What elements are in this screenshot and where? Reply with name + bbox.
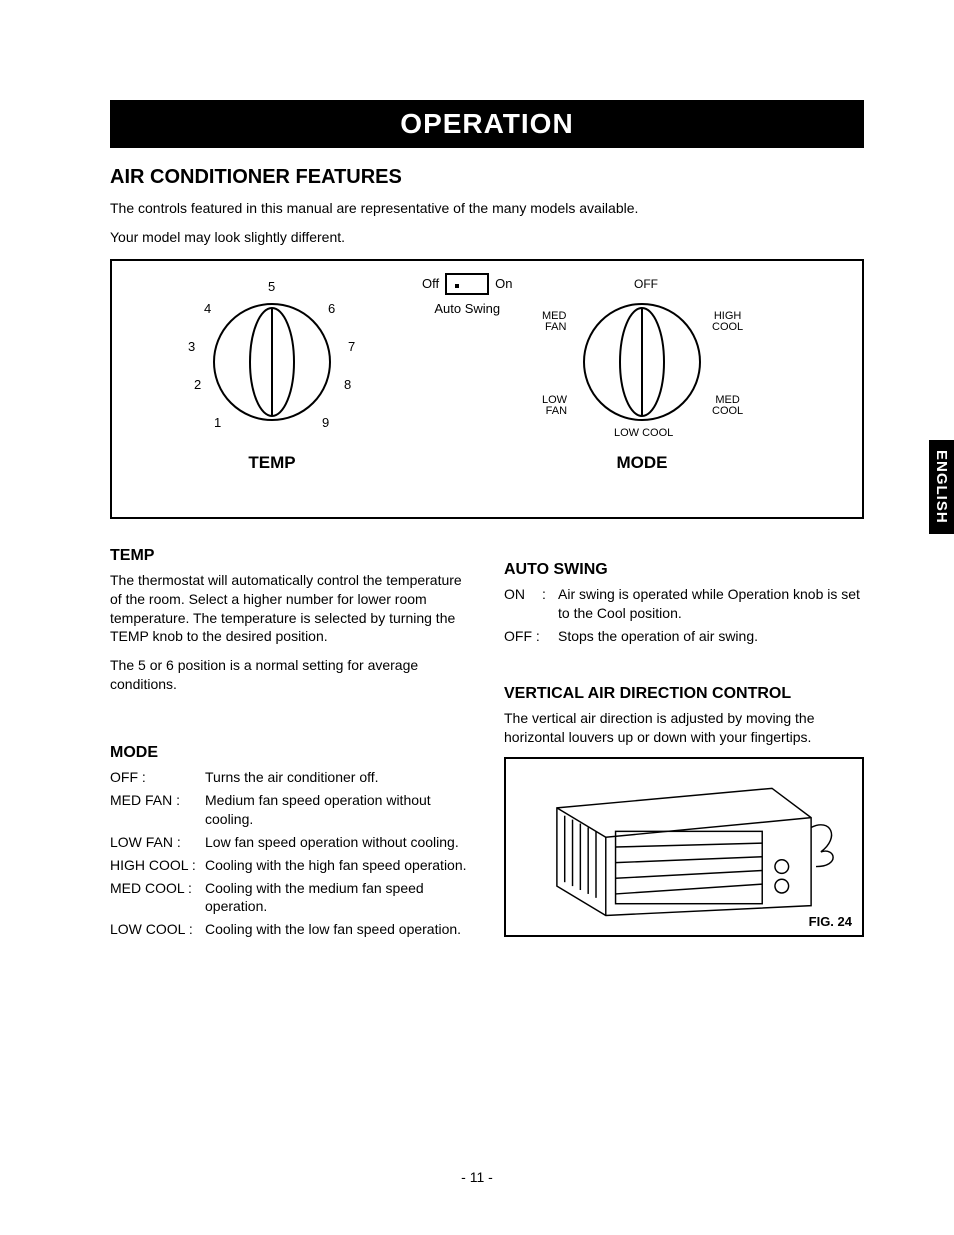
controls-diagram: 1 2 3 4 5 6 7 8 9 TEMP Off On Auto Swing (110, 259, 864, 519)
section-heading: AIR CONDITIONER FEATURES (110, 166, 864, 189)
ac-unit-illustration (506, 759, 862, 935)
temp-p2: The 5 or 6 position is a normal setting … (110, 656, 470, 694)
mode-key: MED COOL : (110, 879, 205, 917)
swing-desc: Air swing is operated while Operation kn… (558, 585, 864, 623)
mode-tick-off: OFF (634, 277, 658, 291)
section-heading-text: AIR CONDITIONER FEATURES (110, 166, 402, 188)
mode-desc: Cooling with the medium fan speed operat… (205, 879, 470, 917)
left-column: TEMP The thermostat will automatically c… (110, 547, 470, 943)
temp-dial-label: TEMP (172, 453, 372, 473)
temp-tick-2: 2 (194, 377, 201, 392)
intro-line-1: The controls featured in this manual are… (110, 199, 864, 218)
mode-key: MED FAN : (110, 791, 205, 829)
mode-row: OFF : Turns the air conditioner off. (110, 768, 470, 787)
language-tab: ENGLISH (929, 440, 954, 534)
switch-caption: Auto Swing (422, 301, 512, 316)
switch-dot (455, 284, 459, 288)
switch-off-label: Off (422, 276, 439, 291)
temp-tick-9: 9 (322, 415, 329, 430)
figure-label: FIG. 24 (809, 914, 852, 929)
mode-row: LOW COOL : Cooling with the low fan spee… (110, 920, 470, 939)
switch-on-label: On (495, 276, 512, 291)
swing-row: OFF : Stops the operation of air swing. (504, 627, 864, 646)
mode-tick-low-cool: LOW COOL (614, 427, 673, 439)
page-number: - 11 - (0, 1169, 954, 1185)
mode-tick-med-fan: MEDFAN (542, 311, 566, 333)
mode-tick-high-cool: HIGHCOOL (712, 311, 743, 333)
mode-dial-label: MODE (522, 453, 762, 473)
mode-dial-svg (522, 267, 762, 447)
right-column: AUTO SWING ON : Air swing is operated wh… (504, 547, 864, 943)
banner-title: OPERATION (400, 108, 573, 139)
temp-heading: TEMP (110, 547, 470, 565)
operation-banner: OPERATION (110, 100, 864, 148)
mode-list: OFF : Turns the air conditioner off. MED… (110, 768, 470, 939)
intro-line-2: Your model may look slightly different. (110, 228, 864, 247)
figure-24-box: FIG. 24 (504, 757, 864, 937)
mode-row: LOW FAN : Low fan speed operation withou… (110, 833, 470, 852)
mode-key: OFF : (110, 768, 205, 787)
content-columns: TEMP The thermostat will automatically c… (110, 547, 864, 943)
mode-heading: MODE (110, 744, 470, 762)
switch-box-icon (445, 273, 489, 295)
mode-row: MED FAN : Medium fan speed operation wit… (110, 791, 470, 829)
temp-tick-4: 4 (204, 301, 211, 316)
temp-tick-8: 8 (344, 377, 351, 392)
mode-row: HIGH COOL : Cooling with the high fan sp… (110, 856, 470, 875)
temp-dial: 1 2 3 4 5 6 7 8 9 TEMP (172, 267, 372, 473)
mode-desc: Cooling with the low fan speed operation… (205, 920, 461, 939)
mode-dial: OFF HIGHCOOL MEDCOOL LOW COOL LOWFAN MED… (522, 267, 762, 473)
autoswing-heading: AUTO SWING (504, 561, 864, 579)
temp-tick-1: 1 (214, 415, 221, 430)
mode-desc: Cooling with the high fan speed operatio… (205, 856, 467, 875)
swing-key: ON (504, 585, 542, 623)
mode-desc: Low fan speed operation without cooling. (205, 833, 459, 852)
temp-p1: The thermostat will automatically contro… (110, 571, 470, 647)
temp-tick-5: 5 (268, 279, 275, 294)
mode-desc: Turns the air conditioner off. (205, 768, 379, 787)
temp-tick-6: 6 (328, 301, 335, 316)
mode-key: LOW FAN : (110, 833, 205, 852)
vertical-heading: VERTICAL AIR DIRECTION CONTROL (504, 685, 864, 703)
mode-tick-low-fan: LOWFAN (542, 395, 567, 417)
temp-tick-3: 3 (188, 339, 195, 354)
auto-swing-switch: Off On Auto Swing (422, 273, 512, 316)
swing-desc: Stops the operation of air swing. (558, 627, 758, 646)
temp-dial-svg (172, 267, 372, 447)
vertical-text: The vertical air direction is adjusted b… (504, 709, 864, 747)
mode-key: LOW COOL : (110, 920, 205, 939)
mode-desc: Medium fan speed operation without cooli… (205, 791, 470, 829)
mode-row: MED COOL : Cooling with the medium fan s… (110, 879, 470, 917)
swing-colon: : (542, 585, 558, 623)
mode-tick-med-cool: MEDCOOL (712, 395, 743, 417)
temp-tick-7: 7 (348, 339, 355, 354)
swing-key: OFF : (504, 627, 558, 646)
swing-row: ON : Air swing is operated while Operati… (504, 585, 864, 623)
mode-key: HIGH COOL : (110, 856, 205, 875)
